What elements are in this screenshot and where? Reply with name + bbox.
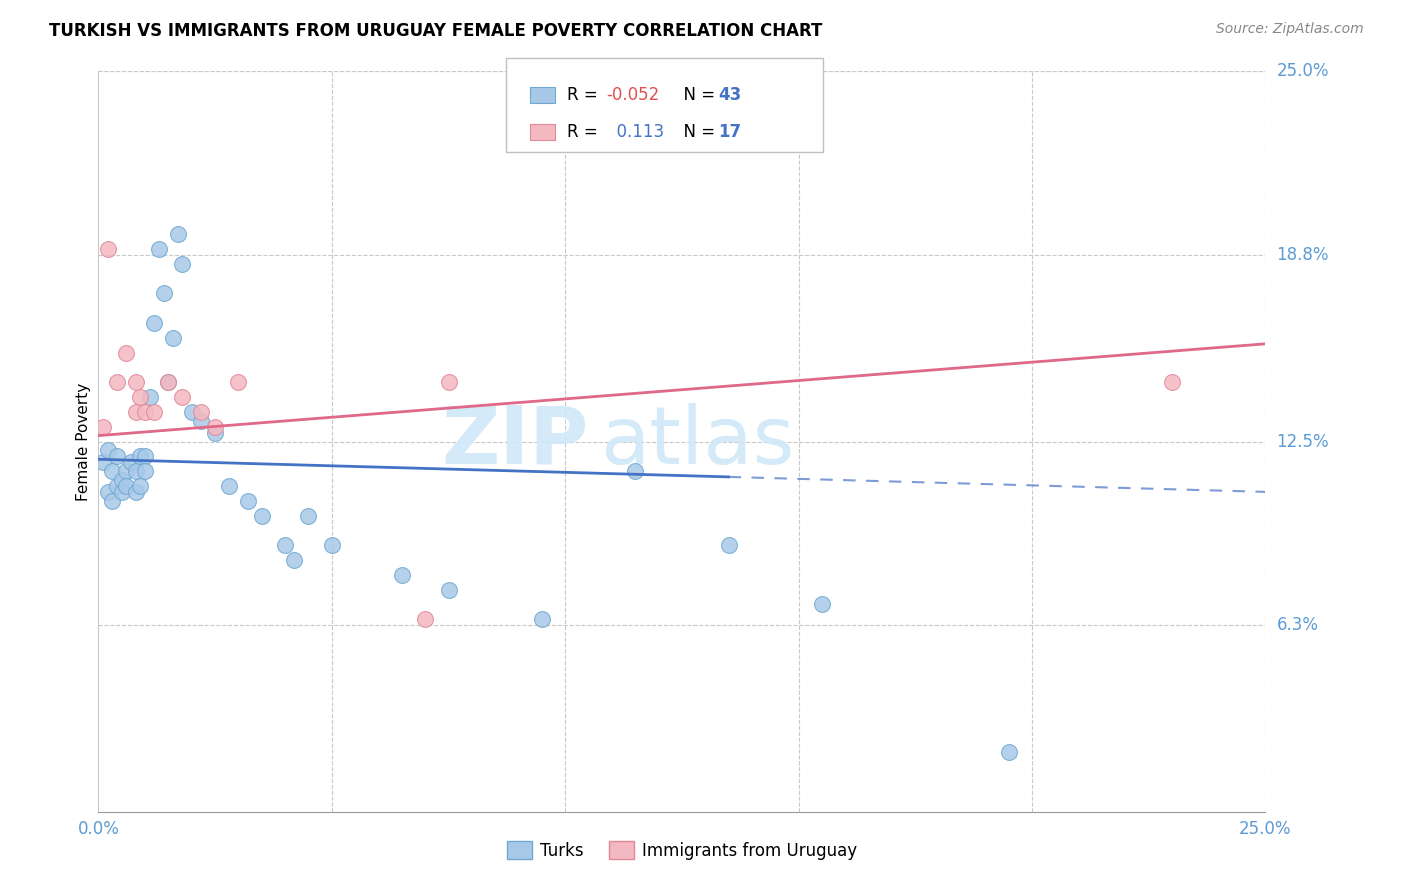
Point (115, 464, 138, 478)
Point (111, 473, 134, 487)
Text: TURKISH VS IMMIGRANTS FROM URUGUAY FEMALE POVERTY CORRELATION CHART: TURKISH VS IMMIGRANTS FROM URUGUAY FEMAL… (49, 22, 823, 40)
Point (437, 376, 460, 390)
Point (172, 257, 194, 271)
Text: atlas: atlas (600, 402, 794, 481)
Point (134, 464, 156, 478)
Point (180, 405, 202, 419)
Point (274, 538, 297, 552)
Point (91, 419, 114, 434)
Point (152, 286, 174, 301)
Point (105, 450, 128, 464)
Point (125, 484, 148, 499)
Point (190, 414, 212, 428)
Point (157, 376, 180, 390)
Text: 17: 17 (718, 123, 741, 141)
Point (162, 331, 184, 345)
Point (129, 390, 152, 404)
Text: 12.5%: 12.5% (1277, 433, 1329, 450)
Point (218, 479, 240, 493)
Point (283, 553, 305, 567)
Text: 6.3%: 6.3% (1277, 616, 1319, 634)
Point (115, 345, 138, 359)
Point (91, 455, 114, 469)
Text: -0.052: -0.052 (606, 86, 659, 103)
Point (125, 464, 148, 478)
Point (811, 598, 834, 612)
Point (997, 746, 1019, 760)
Y-axis label: Female Poverty: Female Poverty (76, 383, 91, 500)
Point (297, 508, 319, 523)
Point (624, 464, 647, 478)
Point (204, 419, 226, 434)
Text: 43: 43 (718, 86, 742, 103)
Point (134, 405, 156, 419)
Point (228, 376, 250, 390)
Point (190, 405, 212, 419)
Text: ZIP: ZIP (441, 402, 589, 481)
Point (391, 567, 413, 582)
Point (134, 450, 156, 464)
Point (125, 376, 148, 390)
Point (413, 612, 436, 626)
Point (717, 538, 740, 552)
Point (125, 405, 148, 419)
Point (204, 425, 226, 440)
Point (437, 582, 460, 597)
Point (115, 479, 138, 493)
Point (148, 242, 170, 256)
Text: 18.8%: 18.8% (1277, 246, 1329, 264)
Point (139, 390, 162, 404)
Point (97, 242, 120, 256)
Point (129, 479, 152, 493)
Point (321, 538, 343, 552)
Text: R =: R = (567, 123, 603, 141)
Text: N =: N = (673, 123, 721, 141)
Point (105, 376, 128, 390)
Point (129, 450, 152, 464)
Text: 25.0%: 25.0% (1277, 62, 1329, 80)
Point (97, 484, 120, 499)
Point (1161, 376, 1184, 390)
Point (105, 479, 128, 493)
Text: R =: R = (567, 86, 603, 103)
Point (120, 455, 142, 469)
Point (236, 493, 259, 508)
Text: N =: N = (673, 86, 721, 103)
Point (111, 484, 134, 499)
Text: 0.113: 0.113 (606, 123, 664, 141)
Point (166, 227, 188, 242)
Text: Source: ZipAtlas.com: Source: ZipAtlas.com (1216, 22, 1364, 37)
Legend: Turks, Immigrants from Uruguay: Turks, Immigrants from Uruguay (501, 835, 863, 866)
Point (250, 508, 273, 523)
Point (143, 316, 166, 330)
Point (530, 612, 553, 626)
Point (143, 405, 166, 419)
Point (172, 390, 194, 404)
Point (157, 376, 180, 390)
Point (101, 493, 124, 508)
Point (101, 464, 124, 478)
Point (97, 443, 120, 458)
